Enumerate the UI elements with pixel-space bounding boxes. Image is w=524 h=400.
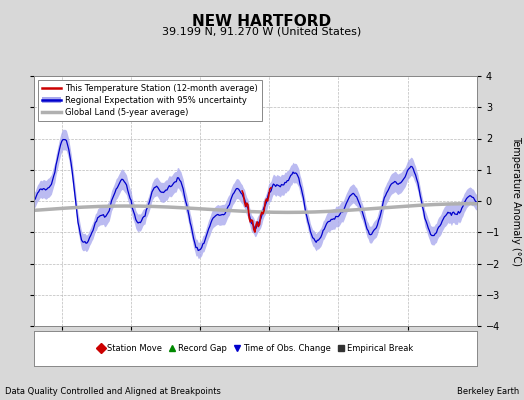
Text: NEW HARTFORD: NEW HARTFORD	[192, 14, 332, 29]
Text: Berkeley Earth: Berkeley Earth	[456, 387, 519, 396]
Text: 39.199 N, 91.270 W (United States): 39.199 N, 91.270 W (United States)	[162, 26, 362, 36]
Legend: This Temperature Station (12-month average), Regional Expectation with 95% uncer: This Temperature Station (12-month avera…	[38, 80, 262, 121]
Y-axis label: Temperature Anomaly (°C): Temperature Anomaly (°C)	[511, 136, 521, 266]
Text: Data Quality Controlled and Aligned at Breakpoints: Data Quality Controlled and Aligned at B…	[5, 387, 221, 396]
Legend: Station Move, Record Gap, Time of Obs. Change, Empirical Break: Station Move, Record Gap, Time of Obs. C…	[95, 340, 416, 356]
